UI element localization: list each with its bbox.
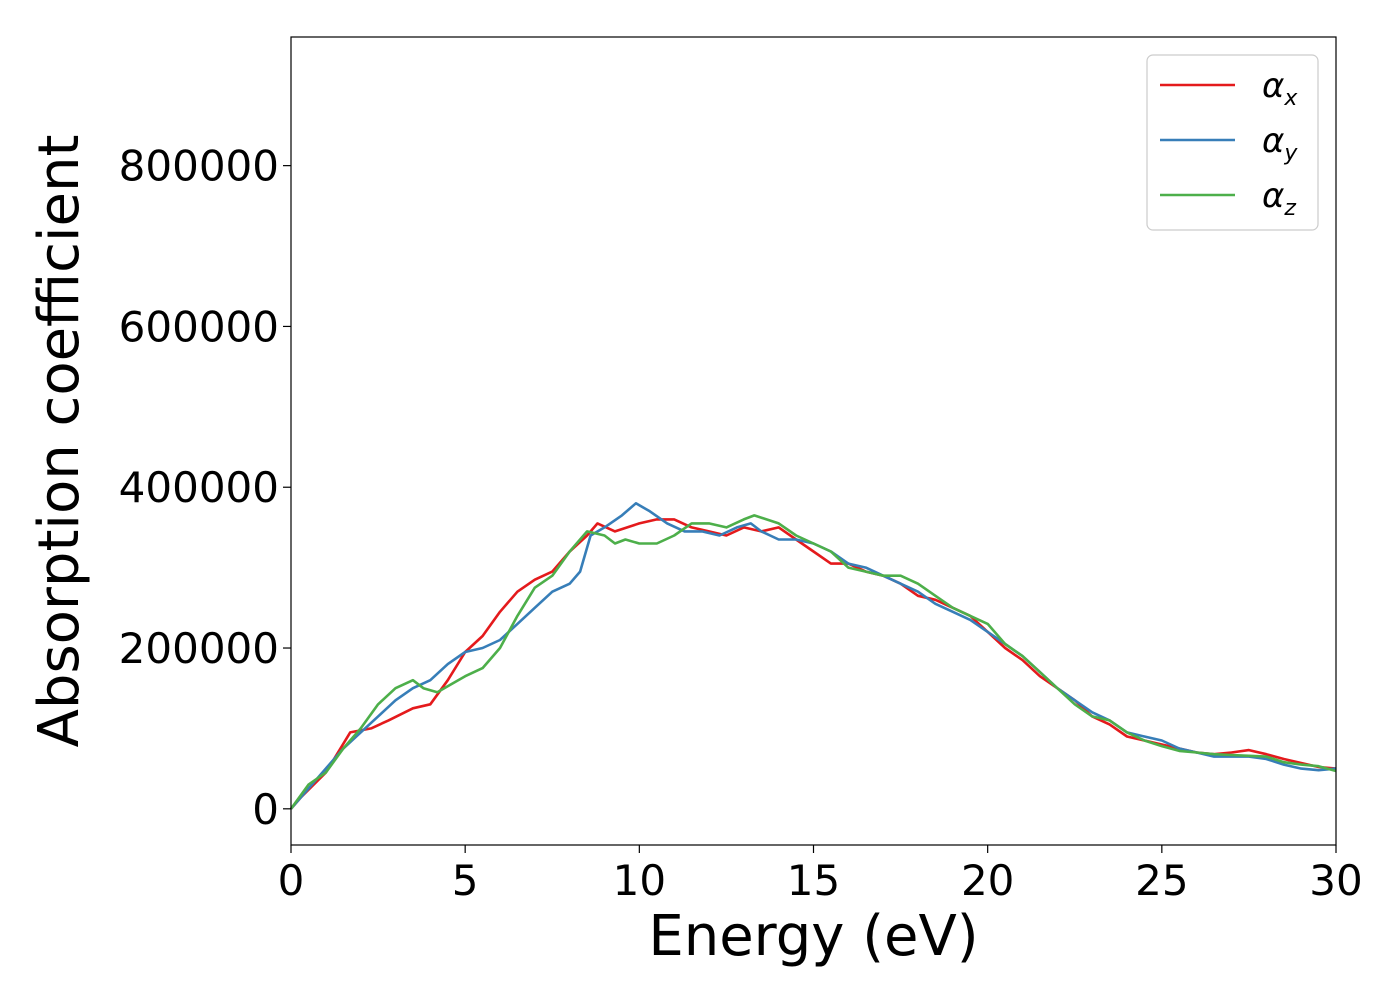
x-axis-label: Energy (eV) [648, 904, 978, 969]
legend-label-z: αz [1262, 176, 1296, 221]
x-tick-label: 0 [278, 856, 305, 905]
series-line-z [289, 514, 1337, 810]
y-axis-ticks: 0 200000 400000 600000 800000 [119, 142, 291, 834]
x-tick-label: 30 [1309, 856, 1362, 905]
y-tick-label: 200000 [119, 624, 279, 673]
legend-label-y: αy [1262, 121, 1298, 166]
series-line-y [290, 502, 1337, 810]
x-tick-label: 10 [613, 856, 666, 905]
x-tick-label: 5 [452, 856, 479, 905]
x-tick-label: 15 [787, 856, 840, 905]
y-tick-label: 800000 [119, 142, 279, 191]
y-axis-label: Absorption coefficient [27, 135, 92, 748]
y-tick-label: 600000 [119, 302, 279, 351]
legend: αx αy αz [1146, 54, 1319, 231]
x-tick-label: 25 [1135, 856, 1188, 905]
series-layer [289, 502, 1337, 810]
y-tick-label: 400000 [119, 463, 279, 512]
series-line-x [290, 518, 1337, 810]
legend-box [1146, 54, 1319, 231]
y-tick-label: 0 [252, 785, 279, 834]
x-tick-label: 20 [961, 856, 1014, 905]
legend-label-x: αx [1262, 66, 1298, 111]
x-axis-ticks: 0 5 10 15 20 25 30 [278, 845, 1363, 905]
